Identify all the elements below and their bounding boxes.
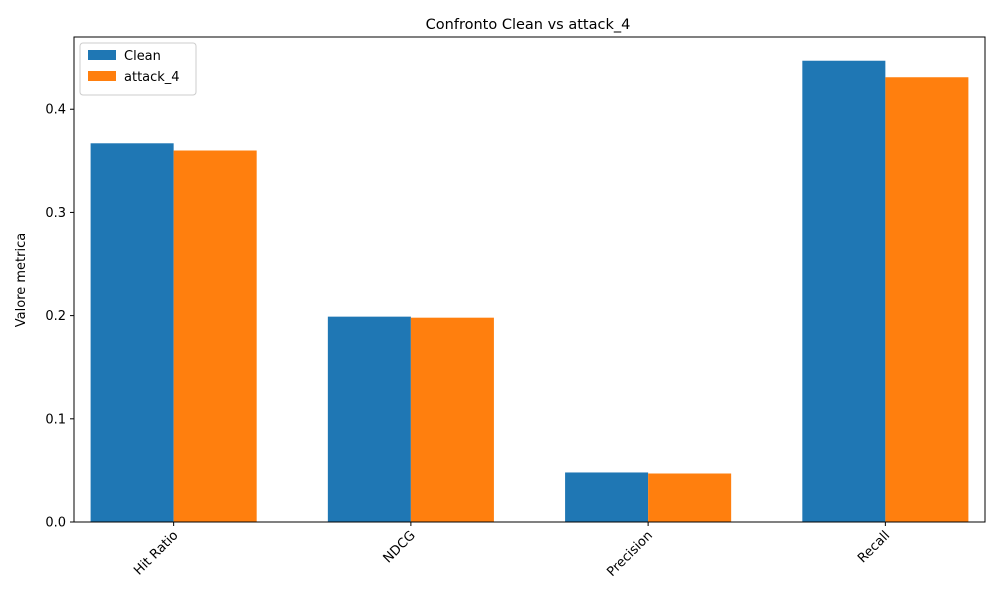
bar-clean-hit-ratio [90,143,174,522]
y-axis-ticks: 0.0 0.1 0.2 0.3 0.4 [45,103,74,531]
y-axis-label: Valore metrica [14,233,29,327]
bar-clean-recall [802,60,886,523]
bar-attack-4-precision [648,473,732,522]
bar-clean-precision [565,472,649,522]
x-tick-label: Recall [855,528,893,566]
y-tick-label: 0.0 [45,516,66,531]
chart-title: Confronto Clean vs attack_4 [426,17,631,33]
x-tick-label: Precision [604,528,656,580]
plot-frame [73,36,986,523]
y-tick-label: 0.4 [45,103,66,118]
bar-attack-4-ndcg [410,317,494,522]
bar-clean-ndcg [327,316,411,522]
bars [90,60,969,523]
legend-swatch [88,71,116,81]
legend: Clean attack_4 [79,42,197,96]
legend-swatch [88,50,116,60]
x-tick-label: NDCG [381,528,419,566]
x-tick-label: Hit Ratio [131,528,181,578]
x-axis-ticks: Hit Ratio NDCG Precision Recall [131,522,893,580]
y-tick-label: 0.2 [45,309,66,324]
bar-attack-4-recall [885,77,969,522]
y-tick-label: 0.1 [45,412,66,427]
bar-attack-4-hit-ratio [173,150,257,523]
legend-label: Clean [124,49,161,64]
y-tick-label: 0.3 [45,206,66,221]
legend-label: attack_4 [124,70,180,85]
